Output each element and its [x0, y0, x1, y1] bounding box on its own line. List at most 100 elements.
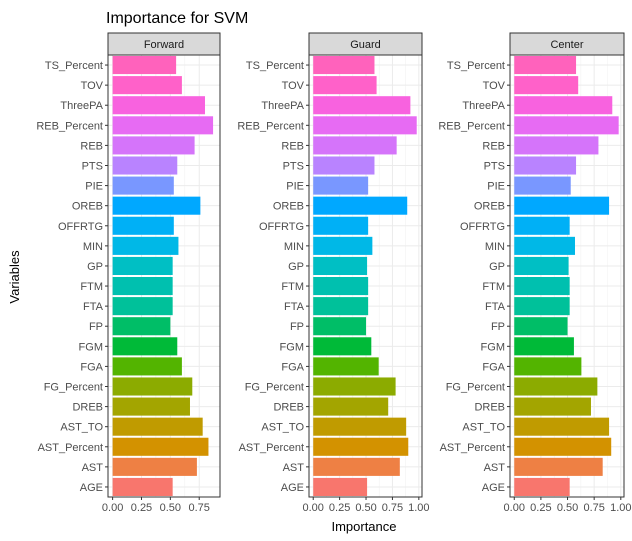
- y-tick-label: AGE: [482, 482, 505, 494]
- bar-gp: [514, 256, 569, 275]
- y-tick-label: FTA: [485, 301, 506, 313]
- facet-panel-guard: Guard TS_Percent TOV ThreePA REB_Percent REB P…: [237, 32, 430, 514]
- y-tick-label: AGE: [80, 482, 103, 494]
- y-tick-label: TS_Percent: [447, 60, 505, 72]
- bar-reb-percent: [313, 116, 417, 135]
- x-tick-label: 1.00: [610, 502, 631, 514]
- y-tick-label: AST_TO: [60, 422, 103, 434]
- bar-fp: [514, 317, 568, 336]
- y-tick-label: ThreePA: [60, 100, 103, 112]
- y-tick-label: MIN: [485, 241, 505, 253]
- bar-threepa: [313, 96, 411, 115]
- bar-tov: [112, 76, 182, 95]
- y-tick-label: GP: [288, 261, 304, 273]
- y-tick-label: FGM: [79, 341, 103, 353]
- bar-reb-percent: [112, 116, 214, 135]
- x-tick-label: 0.00: [303, 502, 324, 514]
- y-tick-label: REB: [281, 140, 304, 152]
- y-tick-label: DREB: [72, 402, 103, 414]
- panel-border: [107, 54, 221, 498]
- bar-reb: [514, 136, 599, 155]
- x-tick-label: 0.00: [504, 502, 525, 514]
- y-tick-label: PTS: [283, 161, 304, 173]
- bar-ast: [112, 457, 197, 476]
- bar-ts-percent: [514, 56, 577, 75]
- y-tick-label: FTM: [80, 281, 103, 293]
- y-tick-label: TOV: [483, 80, 506, 92]
- y-tick-label: AST: [82, 462, 104, 474]
- y-tick-label: FG_Percent: [446, 382, 505, 394]
- bar-ast-to: [112, 417, 203, 436]
- y-tick-label: FP: [491, 321, 505, 333]
- bar-fp: [313, 317, 367, 336]
- bar-fg-percent: [514, 377, 598, 396]
- y-tick-label: FGA: [281, 361, 304, 373]
- bar-fgm: [514, 337, 574, 356]
- y-tick-label: AST: [484, 462, 506, 474]
- y-axis-title: Variables: [7, 250, 22, 304]
- y-tick-label: AST_TO: [462, 422, 505, 434]
- y-tick-label: TS_Percent: [246, 60, 304, 72]
- bar-tov: [313, 76, 377, 95]
- y-tick-label: OREB: [474, 201, 505, 213]
- y-tick-label: FP: [290, 321, 304, 333]
- bar-pie: [514, 176, 571, 195]
- bar-fta: [112, 297, 173, 316]
- y-tick-label: MIN: [284, 241, 304, 253]
- bar-fta: [313, 297, 369, 316]
- y-tick-label: TOV: [282, 80, 305, 92]
- bar-fg-percent: [112, 377, 193, 396]
- y-tick-label: ThreePA: [261, 100, 304, 112]
- x-axis-title: Importance: [331, 519, 396, 534]
- y-tick-label: GP: [489, 261, 505, 273]
- bar-ts-percent: [112, 56, 177, 75]
- bar-fg-percent: [313, 377, 396, 396]
- y-tick-label: FTM: [281, 281, 304, 293]
- y-tick-label: TOV: [81, 80, 104, 92]
- bar-ast: [313, 457, 400, 476]
- facet-strip-label: Guard: [350, 39, 381, 51]
- y-tick-label: FG_Percent: [245, 382, 304, 394]
- y-tick-label: AGE: [281, 482, 304, 494]
- y-tick-label: DREB: [273, 402, 304, 414]
- bar-gp: [313, 256, 368, 275]
- bar-ast-percent: [112, 437, 209, 456]
- bar-pts: [514, 156, 577, 175]
- bar-fgm: [112, 337, 178, 356]
- y-tick-label: FTA: [83, 301, 104, 313]
- bar-dreb: [514, 397, 591, 416]
- bar-offrtg: [313, 216, 369, 235]
- y-tick-label: REB_Percent: [237, 120, 304, 132]
- y-tick-label: FTA: [284, 301, 305, 313]
- panel-border: [308, 54, 423, 498]
- bar-dreb: [112, 397, 190, 416]
- bar-gp: [112, 256, 173, 275]
- bar-min: [514, 236, 575, 255]
- bar-ast-to: [514, 417, 610, 436]
- bar-oreb: [112, 196, 201, 215]
- x-tick-label: 0.75: [583, 502, 604, 514]
- y-tick-label: FGM: [280, 341, 304, 353]
- bar-offrtg: [112, 216, 174, 235]
- bar-reb: [313, 136, 397, 155]
- bar-fga: [313, 357, 379, 376]
- y-tick-label: REB_Percent: [438, 120, 505, 132]
- facet-panels: Forward TS_Percent TOV ThreePA REB_Percent RE…: [36, 32, 632, 514]
- y-tick-label: OREB: [72, 201, 103, 213]
- y-tick-label: FTM: [482, 281, 505, 293]
- bar-pts: [112, 156, 178, 175]
- x-tick-label: 0.50: [355, 502, 376, 514]
- y-tick-label: OFFRTG: [259, 221, 304, 233]
- y-tick-label: PTS: [82, 161, 103, 173]
- x-tick-label: 0.50: [160, 502, 181, 514]
- bar-fp: [112, 317, 171, 336]
- y-tick-label: FGM: [481, 341, 505, 353]
- bar-tov: [514, 76, 579, 95]
- bar-ftm: [112, 277, 173, 296]
- y-tick-label: FGA: [482, 361, 505, 373]
- y-tick-label: DREB: [474, 402, 505, 414]
- facet-strip-label: Center: [550, 39, 583, 51]
- y-tick-label: AST_TO: [261, 422, 304, 434]
- facet-strip-label: Forward: [144, 39, 184, 51]
